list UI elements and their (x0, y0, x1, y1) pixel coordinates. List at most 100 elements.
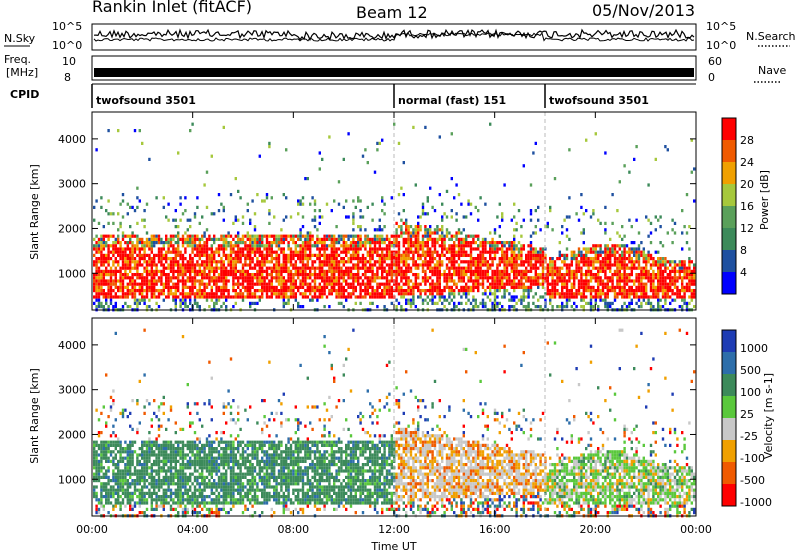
heatmap-cell (565, 305, 569, 309)
heatmap-cell (479, 276, 482, 280)
heatmap-cell (323, 260, 326, 264)
heatmap-cell (645, 263, 648, 267)
heatmap-cell (112, 273, 115, 277)
heatmap-cell (484, 237, 487, 241)
heatmap-cell (515, 221, 518, 225)
heatmap-cell (515, 247, 518, 251)
heatmap-cell (141, 472, 144, 476)
heatmap-cell (304, 234, 307, 238)
heatmap-cell (587, 285, 590, 289)
heatmap-cell (450, 237, 453, 241)
heatmap-cell (95, 495, 98, 499)
heatmap-cell (342, 279, 345, 283)
heatmap-cell (335, 295, 338, 299)
heatmap-cell (126, 266, 129, 270)
heatmap-cell (109, 485, 113, 489)
heatmap-cell (525, 289, 528, 293)
heatmap-cell (357, 244, 360, 248)
heatmap-cell (597, 260, 600, 264)
heatmap-cell (561, 260, 564, 264)
heatmap-cell (496, 247, 499, 251)
heatmap-cell (661, 285, 665, 289)
heatmap-cell (150, 507, 153, 511)
heatmap-cell (477, 247, 480, 251)
heatmap-cell (169, 266, 173, 270)
heatmap-cell (253, 295, 257, 299)
heatmap-cell (426, 244, 429, 248)
heatmap-cell (383, 289, 386, 293)
heatmap-cell (424, 292, 427, 296)
colorbar-frame (721, 117, 737, 295)
heatmap-cell (688, 260, 691, 264)
heatmap-cell (589, 295, 593, 299)
heatmap-cell (201, 292, 204, 296)
heatmap-cell (541, 263, 545, 267)
heatmap-cell (453, 279, 456, 283)
heatmap-cell (153, 234, 156, 238)
heatmap-cell (349, 273, 353, 277)
heatmap-cell (407, 247, 410, 251)
heatmap-cell (561, 305, 564, 309)
heatmap-cell (220, 247, 223, 251)
heatmap-cell (318, 269, 321, 273)
heatmap-cell (515, 257, 518, 261)
heatmap-cell (436, 289, 439, 293)
heatmap-cell (688, 282, 691, 286)
heatmap-cell (635, 301, 638, 305)
heatmap-cell (133, 504, 137, 508)
heatmap-cell (486, 241, 489, 245)
heatmap-cell (347, 276, 350, 280)
heatmap-cell (611, 301, 614, 305)
heatmap-cell (184, 279, 187, 283)
heatmap-cell (361, 289, 365, 293)
heatmap-cell (378, 228, 381, 232)
heatmap-cell (474, 269, 477, 273)
heatmap-cell (493, 289, 497, 293)
heatmap-cell (289, 260, 293, 264)
heatmap-cell (474, 305, 477, 309)
heatmap-cell (568, 196, 571, 200)
heatmap-cell (431, 237, 434, 241)
heatmap-cell (129, 482, 132, 486)
heatmap-cell (539, 276, 542, 280)
heatmap-cell (472, 260, 475, 264)
heatmap-cell (124, 463, 127, 467)
heatmap-cell (537, 279, 540, 283)
heatmap-cell (405, 298, 408, 302)
heatmap-cell (109, 408, 113, 412)
heatmap-cell (354, 273, 357, 277)
heatmap-cell (217, 266, 221, 270)
heatmap-cell (666, 273, 669, 277)
heatmap-cell (186, 285, 189, 289)
heatmap-cell (153, 498, 156, 502)
heatmap-cell (671, 282, 674, 286)
heatmap-cell (181, 269, 185, 273)
heatmap-cell (126, 276, 129, 280)
heatmap-cell (347, 273, 350, 277)
heatmap-cell (263, 276, 266, 280)
heatmap-cell (438, 269, 441, 273)
heatmap-cell (155, 196, 158, 200)
heatmap-cell (378, 263, 381, 267)
heatmap-cell (642, 276, 645, 280)
heatmap-cell (102, 440, 105, 444)
heatmap-cell (112, 402, 115, 406)
heatmap-cell (659, 260, 662, 264)
heatmap-cell (390, 257, 393, 261)
heatmap-cell (97, 289, 101, 293)
heatmap-cell (196, 237, 199, 241)
heatmap-cell (337, 276, 341, 280)
heatmap-cell (493, 269, 497, 273)
heatmap-cell (301, 292, 305, 296)
heatmap-cell (400, 225, 403, 229)
heatmap-cell (604, 273, 607, 277)
heatmap-cell (366, 205, 369, 209)
heatmap-cell (222, 279, 225, 283)
heatmap-cell (349, 295, 353, 299)
heatmap-cell (277, 295, 281, 299)
heatmap-cell (105, 266, 108, 270)
heatmap-cell (261, 260, 264, 264)
heatmap-cell (337, 301, 341, 305)
heatmap-cell (561, 279, 564, 283)
